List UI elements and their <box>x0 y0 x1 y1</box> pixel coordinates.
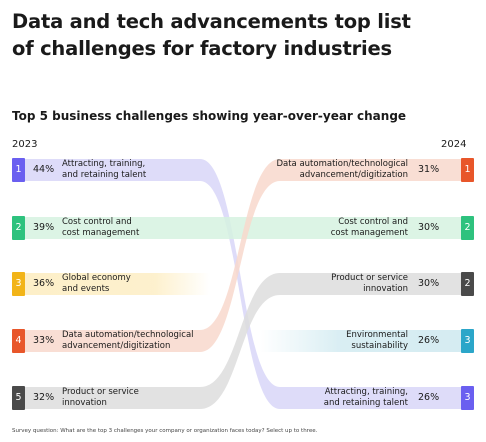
year-label-left: 2023 <box>12 139 38 150</box>
label-line-2: advancement/digitization <box>299 170 408 180</box>
title-line-2: of challenges for factory industries <box>12 37 392 60</box>
label-line-2: cost management <box>330 228 408 238</box>
label-line-2: and retaining talent <box>323 398 408 408</box>
flow-ribbon <box>25 217 461 239</box>
percent-left: 39% <box>33 222 55 233</box>
percent-left: 33% <box>33 335 55 346</box>
percent-right: 26% <box>418 335 440 346</box>
rank-badge-right: 2 <box>461 216 474 240</box>
page-title: Data and tech advancements top list of c… <box>12 8 478 62</box>
percent-left: 36% <box>33 278 55 289</box>
label-line-1: Global economy <box>62 273 131 283</box>
challenge-label-left: Product or service innovation <box>62 387 212 409</box>
challenge-label-right: Environmental sustainability <box>258 330 408 352</box>
label-line-2: and events <box>62 284 110 294</box>
chart-subtitle: Top 5 business challenges showing year-o… <box>12 109 407 123</box>
label-line-1: Data automation/technological <box>276 159 408 169</box>
flow-ribbon <box>25 273 461 409</box>
percent-right: 30% <box>418 278 440 289</box>
year-label-right: 2024 <box>441 139 467 150</box>
challenge-label-left: Global economy and events <box>62 273 212 295</box>
flow-ribbon <box>260 330 461 352</box>
percent-left: 44% <box>33 164 55 175</box>
challenge-label-left: Data automation/technological advancement… <box>62 330 212 352</box>
survey-footnote: Survey question: What are the top 3 chal… <box>12 428 318 434</box>
flow-ribbon <box>25 159 461 352</box>
flow-ribbon <box>25 273 210 295</box>
label-line-2: advancement/digitization <box>62 341 171 351</box>
title-line-1: Data and tech advancements top list <box>12 10 411 33</box>
challenge-label-right: Cost control and cost management <box>258 217 408 239</box>
percent-right: 26% <box>418 392 440 403</box>
label-line-2: and retaining talent <box>62 170 147 180</box>
challenge-label-left: Attracting, training, and retaining talen… <box>62 159 212 181</box>
rank-badge-left: 2 <box>12 216 25 240</box>
label-line-2: innovation <box>363 284 408 294</box>
percent-left: 32% <box>33 392 55 403</box>
challenge-label-right: Attracting, training, and retaining talen… <box>258 387 408 409</box>
label-line-1: Data automation/technological <box>62 330 194 340</box>
label-line-1: Cost control and <box>338 217 408 227</box>
rank-badge-right: 1 <box>461 158 474 182</box>
label-line-2: sustainability <box>351 341 408 351</box>
challenge-label-left: Cost control and cost management <box>62 217 212 239</box>
rank-badge-left: 1 <box>12 158 25 182</box>
rank-badge-left: 5 <box>12 386 25 410</box>
label-line-1: Environmental <box>346 330 408 340</box>
percent-right: 31% <box>418 164 440 175</box>
label-line-2: cost management <box>62 228 140 238</box>
label-line-1: Product or service <box>331 273 408 283</box>
label-line-1: Attracting, training, <box>62 159 146 169</box>
percent-right: 30% <box>418 222 440 233</box>
challenge-label-right: Data automation/technological advancement… <box>258 159 408 181</box>
label-line-2: innovation <box>62 398 107 408</box>
rank-badge-right: 2 <box>461 272 474 296</box>
challenge-label-right: Product or service innovation <box>258 273 408 295</box>
label-line-1: Product or service <box>62 387 139 397</box>
rank-badge-left: 4 <box>12 329 25 353</box>
label-line-1: Attracting, training, <box>324 387 408 397</box>
label-line-1: Cost control and <box>62 217 132 227</box>
rank-badge-left: 3 <box>12 272 25 296</box>
rank-badge-right: 3 <box>461 329 474 353</box>
rank-badge-right: 3 <box>461 386 474 410</box>
